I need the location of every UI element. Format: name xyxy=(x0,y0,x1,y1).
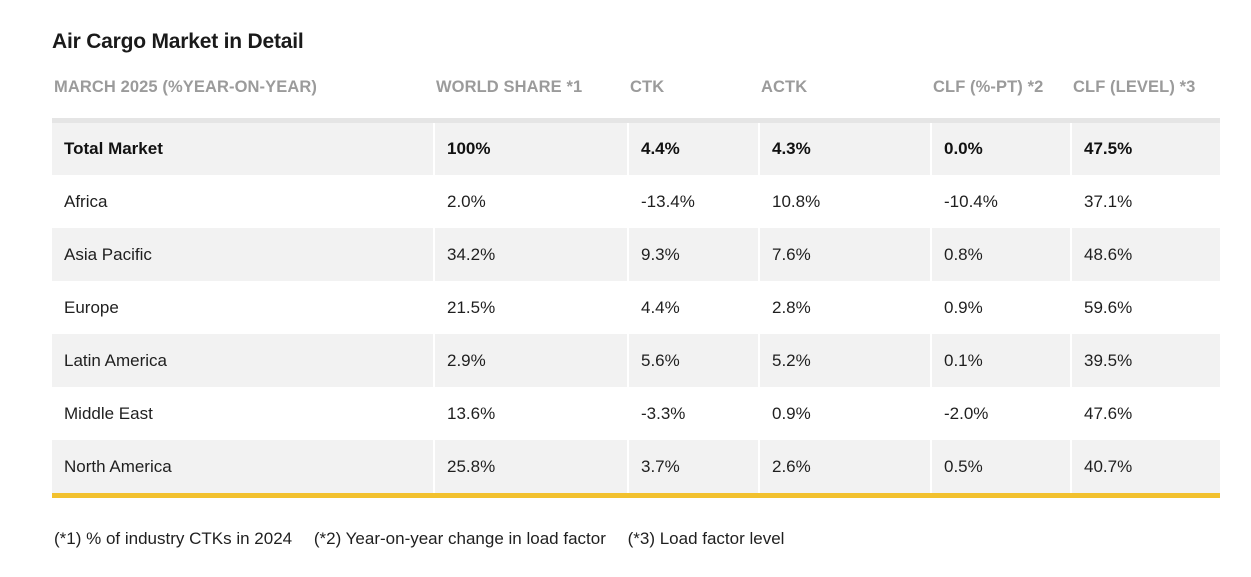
cell-actk: 4.3% xyxy=(758,123,930,175)
footnotes: (*1) % of industry CTKs in 2024 (*2) Yea… xyxy=(54,529,801,549)
cell-clf-pt: -10.4% xyxy=(930,175,1070,228)
column-header-clf-pt: CLF (%-PT) *2 xyxy=(933,78,1044,96)
cell-ctk: -13.4% xyxy=(627,175,758,228)
cell-region: Europe xyxy=(64,297,119,317)
page-title: Air Cargo Market in Detail xyxy=(52,30,304,53)
cell-region: Asia Pacific xyxy=(64,244,152,264)
cell-world-share: 25.8% xyxy=(433,440,627,493)
table-row: Asia Pacific 34.2% 9.3% 7.6% 0.8% 48.6% xyxy=(52,228,1220,281)
market-table: Total Market 100% 4.4% 4.3% 0.0% 47.5% A… xyxy=(52,118,1220,498)
cell-actk: 5.2% xyxy=(758,334,930,387)
cell-world-share: 21.5% xyxy=(433,281,627,334)
cell-ctk: 3.7% xyxy=(627,440,758,493)
cell-world-share: 34.2% xyxy=(433,228,627,281)
cell-ctk: 5.6% xyxy=(627,334,758,387)
cell-clf-level: 47.6% xyxy=(1070,387,1220,440)
cell-actk: 2.6% xyxy=(758,440,930,493)
column-header-world-share: WORLD SHARE *1 xyxy=(436,78,583,96)
cell-actk: 7.6% xyxy=(758,228,930,281)
cell-region: Middle East xyxy=(64,403,153,423)
table-row: Africa 2.0% -13.4% 10.8% -10.4% 37.1% xyxy=(52,175,1220,228)
cell-clf-level: 47.5% xyxy=(1070,123,1220,175)
cell-actk: 10.8% xyxy=(758,175,930,228)
footnote-1: (*1) % of industry CTKs in 2024 xyxy=(54,529,293,548)
table-bottom-rule xyxy=(52,493,1220,498)
cell-region: North America xyxy=(64,456,172,476)
cell-region: Latin America xyxy=(64,350,167,370)
cell-ctk: 4.4% xyxy=(627,123,758,175)
footnote-2: (*2) Year-on-year change in load factor xyxy=(313,529,606,548)
table-header: MARCH 2025 (%YEAR-ON-YEAR) WORLD SHARE *… xyxy=(52,78,1220,100)
cell-clf-level: 39.5% xyxy=(1070,334,1220,387)
cell-clf-level: 59.6% xyxy=(1070,281,1220,334)
cell-clf-pt: 0.9% xyxy=(930,281,1070,334)
cell-clf-pt: 0.5% xyxy=(930,440,1070,493)
column-header-ctk: CTK xyxy=(630,78,665,96)
cell-world-share: 2.9% xyxy=(433,334,627,387)
cell-ctk: -3.3% xyxy=(627,387,758,440)
footnote-3: (*3) Load factor level xyxy=(627,529,785,548)
cell-clf-pt: 0.0% xyxy=(930,123,1070,175)
table-row: Middle East 13.6% -3.3% 0.9% -2.0% 47.6% xyxy=(52,387,1220,440)
cell-clf-pt: 0.8% xyxy=(930,228,1070,281)
table-row: Latin America 2.9% 5.6% 5.2% 0.1% 39.5% xyxy=(52,334,1220,387)
cell-actk: 2.8% xyxy=(758,281,930,334)
table-row-total-market: Total Market 100% 4.4% 4.3% 0.0% 47.5% xyxy=(52,123,1220,175)
cell-actk: 0.9% xyxy=(758,387,930,440)
cell-clf-pt: 0.1% xyxy=(930,334,1070,387)
cell-clf-level: 48.6% xyxy=(1070,228,1220,281)
table-top-rule xyxy=(52,118,1220,123)
table-row: Europe 21.5% 4.4% 2.8% 0.9% 59.6% xyxy=(52,281,1220,334)
cell-world-share: 2.0% xyxy=(433,175,627,228)
cell-region: Africa xyxy=(64,191,108,211)
cell-clf-level: 37.1% xyxy=(1070,175,1220,228)
cell-ctk: 9.3% xyxy=(627,228,758,281)
column-header-clf-level: CLF (LEVEL) *3 xyxy=(1073,78,1196,96)
cell-world-share: 100% xyxy=(433,123,627,175)
column-header-region: MARCH 2025 (%YEAR-ON-YEAR) xyxy=(54,78,317,96)
column-header-actk: ACTK xyxy=(761,78,808,96)
cell-world-share: 13.6% xyxy=(433,387,627,440)
table-row: North America 25.8% 3.7% 2.6% 0.5% 40.7% xyxy=(52,440,1220,493)
cell-clf-level: 40.7% xyxy=(1070,440,1220,493)
cell-clf-pt: -2.0% xyxy=(930,387,1070,440)
cell-region: Total Market xyxy=(64,139,163,158)
cell-ctk: 4.4% xyxy=(627,281,758,334)
